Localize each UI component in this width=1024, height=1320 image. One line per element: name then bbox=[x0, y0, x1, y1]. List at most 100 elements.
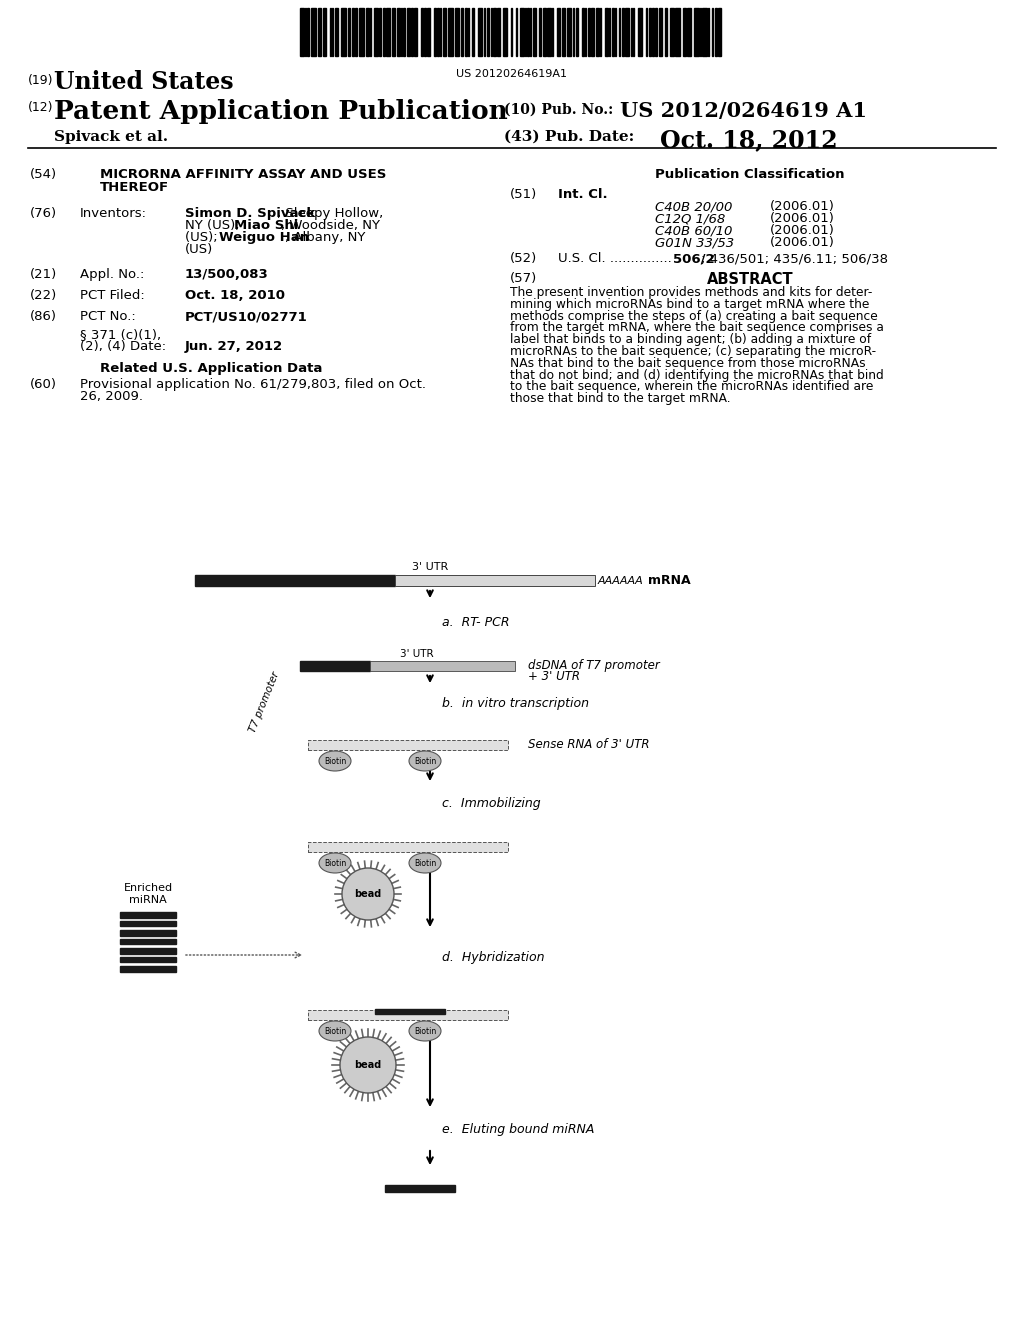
Bar bbox=[352, 8, 354, 55]
Bar bbox=[392, 8, 395, 55]
Bar bbox=[534, 8, 536, 55]
Text: C40B 60/10: C40B 60/10 bbox=[655, 224, 732, 238]
Text: Int. Cl.: Int. Cl. bbox=[558, 187, 607, 201]
Text: (19): (19) bbox=[28, 74, 53, 87]
Bar bbox=[300, 661, 370, 671]
Bar bbox=[437, 8, 439, 55]
Text: Related U.S. Application Data: Related U.S. Application Data bbox=[100, 362, 323, 375]
Text: 3' UTR: 3' UTR bbox=[412, 562, 449, 572]
Bar bbox=[427, 8, 430, 55]
Bar bbox=[335, 8, 338, 55]
Bar bbox=[443, 8, 446, 55]
Bar bbox=[547, 8, 551, 55]
Text: (10) Pub. No.:: (10) Pub. No.: bbox=[504, 103, 613, 117]
Bar bbox=[478, 8, 482, 55]
Bar bbox=[493, 8, 496, 55]
Bar bbox=[694, 8, 699, 55]
Bar bbox=[487, 8, 489, 55]
Text: C12Q 1/68: C12Q 1/68 bbox=[655, 213, 725, 224]
Text: G01N 33/53: G01N 33/53 bbox=[655, 236, 734, 249]
Text: ; 436/501; 435/6.11; 506/38: ; 436/501; 435/6.11; 506/38 bbox=[701, 252, 888, 265]
Text: (60): (60) bbox=[30, 378, 57, 391]
Text: (2006.01): (2006.01) bbox=[770, 224, 835, 238]
Bar bbox=[300, 8, 304, 55]
Bar bbox=[455, 8, 459, 55]
Text: PCT No.:: PCT No.: bbox=[80, 310, 136, 323]
Bar bbox=[355, 8, 357, 55]
Text: Enriched
miRNA: Enriched miRNA bbox=[124, 883, 173, 906]
Bar bbox=[472, 8, 474, 55]
Ellipse shape bbox=[409, 751, 441, 771]
Ellipse shape bbox=[319, 853, 351, 873]
Bar bbox=[461, 8, 463, 55]
Bar bbox=[575, 8, 578, 55]
Text: label that binds to a binding agent; (b) adding a mixture of: label that binds to a binding agent; (b)… bbox=[510, 333, 871, 346]
Text: THEREOF: THEREOF bbox=[100, 181, 169, 194]
Bar bbox=[120, 957, 176, 962]
Bar bbox=[385, 1185, 455, 1192]
Text: (52): (52) bbox=[510, 252, 538, 265]
Bar bbox=[120, 921, 176, 927]
Text: Jun. 27, 2012: Jun. 27, 2012 bbox=[185, 341, 283, 352]
Text: Appl. No.:: Appl. No.: bbox=[80, 268, 144, 281]
Bar bbox=[323, 8, 326, 55]
Text: Publication Classification: Publication Classification bbox=[655, 168, 845, 181]
Text: PCT/US10/02771: PCT/US10/02771 bbox=[185, 310, 308, 323]
Bar bbox=[557, 8, 560, 55]
Bar bbox=[655, 8, 657, 55]
Bar bbox=[308, 842, 508, 851]
Bar bbox=[670, 8, 674, 55]
Bar bbox=[318, 8, 321, 55]
Text: (76): (76) bbox=[30, 207, 57, 220]
Bar bbox=[520, 8, 524, 55]
Text: that do not bind; and (d) identifying the microRNAs that bind: that do not bind; and (d) identifying th… bbox=[510, 368, 884, 381]
Bar bbox=[407, 8, 410, 55]
Bar bbox=[562, 8, 565, 55]
Text: Sense RNA of 3' UTR: Sense RNA of 3' UTR bbox=[528, 738, 649, 751]
Text: 26, 2009.: 26, 2009. bbox=[80, 389, 143, 403]
Bar bbox=[588, 8, 590, 55]
Text: , Woodside, NY: , Woodside, NY bbox=[281, 219, 380, 232]
Bar bbox=[687, 8, 691, 55]
Text: , Albany, NY: , Albany, NY bbox=[285, 231, 366, 244]
Text: (51): (51) bbox=[510, 187, 538, 201]
Bar bbox=[649, 8, 651, 55]
Text: e.  Eluting bound miRNA: e. Eluting bound miRNA bbox=[442, 1123, 594, 1137]
Bar bbox=[307, 8, 309, 55]
Bar bbox=[539, 8, 541, 55]
Text: Oct. 18, 2012: Oct. 18, 2012 bbox=[660, 128, 838, 152]
Bar bbox=[403, 8, 406, 55]
Text: NY (US);: NY (US); bbox=[185, 219, 244, 232]
Bar bbox=[702, 8, 707, 55]
Text: from the target mRNA, where the bait sequence comprises a: from the target mRNA, where the bait seq… bbox=[510, 321, 884, 334]
Bar bbox=[434, 8, 436, 55]
Bar bbox=[605, 8, 608, 55]
Bar bbox=[465, 8, 467, 55]
Text: NAs that bind to the bait sequence from those microRNAs: NAs that bind to the bait sequence from … bbox=[510, 356, 865, 370]
Text: (21): (21) bbox=[30, 268, 57, 281]
Text: (US);: (US); bbox=[185, 231, 222, 244]
Bar bbox=[421, 8, 423, 55]
Bar bbox=[659, 8, 662, 55]
Bar bbox=[411, 8, 413, 55]
Text: (22): (22) bbox=[30, 289, 57, 302]
Text: AAAAAA: AAAAAA bbox=[598, 576, 644, 586]
Bar bbox=[503, 8, 507, 55]
Text: dsDNA of T7 promoter: dsDNA of T7 promoter bbox=[528, 659, 659, 672]
Text: Biotin: Biotin bbox=[324, 858, 346, 867]
Bar bbox=[527, 8, 529, 55]
Bar bbox=[120, 912, 176, 917]
Bar bbox=[120, 931, 176, 936]
Text: those that bind to the target mRNA.: those that bind to the target mRNA. bbox=[510, 392, 731, 405]
Text: Biotin: Biotin bbox=[324, 756, 346, 766]
Text: a.  RT- PCR: a. RT- PCR bbox=[442, 616, 510, 630]
Bar bbox=[383, 8, 385, 55]
Bar bbox=[582, 8, 584, 55]
Text: T7 promoter: T7 promoter bbox=[247, 671, 281, 734]
Text: b.  in vitro transcription: b. in vitro transcription bbox=[442, 697, 589, 710]
Text: (2006.01): (2006.01) bbox=[770, 213, 835, 224]
Text: Weiguo Han: Weiguo Han bbox=[219, 231, 309, 244]
Text: United States: United States bbox=[54, 70, 233, 94]
Text: Oct. 18, 2010: Oct. 18, 2010 bbox=[185, 289, 285, 302]
Text: ABSTRACT: ABSTRACT bbox=[707, 272, 794, 286]
